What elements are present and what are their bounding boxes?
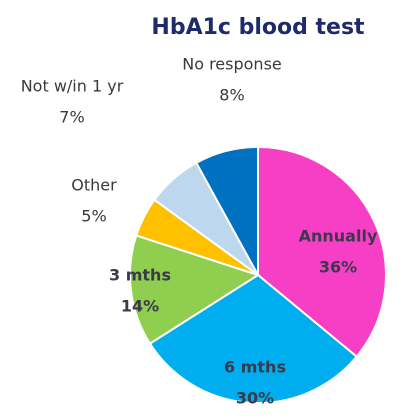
pie-slice: [129, 234, 261, 345]
slice-category-label: 6 mths: [224, 358, 286, 377]
slice-value-label: 30%: [236, 389, 274, 408]
slice-value-label: 5%: [81, 207, 106, 226]
slice-value-label: 7%: [59, 108, 84, 127]
slice-category-label: Other: [71, 176, 117, 195]
slice-value-label: 36%: [319, 258, 357, 277]
pie-slice: [194, 145, 259, 276]
pie-slice: [257, 145, 387, 358]
slice-category-label: Not w/in 1 yr: [21, 77, 124, 96]
chart-title: HbA1c blood test: [151, 15, 365, 40]
slice-category-label: No response: [182, 55, 282, 74]
slice-category-label: Annually: [299, 227, 378, 246]
slice-category-label: 3 mths: [109, 266, 171, 285]
pie-slice: [148, 273, 359, 404]
slice-value-label: 8%: [219, 86, 244, 105]
slice-value-label: 14%: [121, 297, 159, 316]
